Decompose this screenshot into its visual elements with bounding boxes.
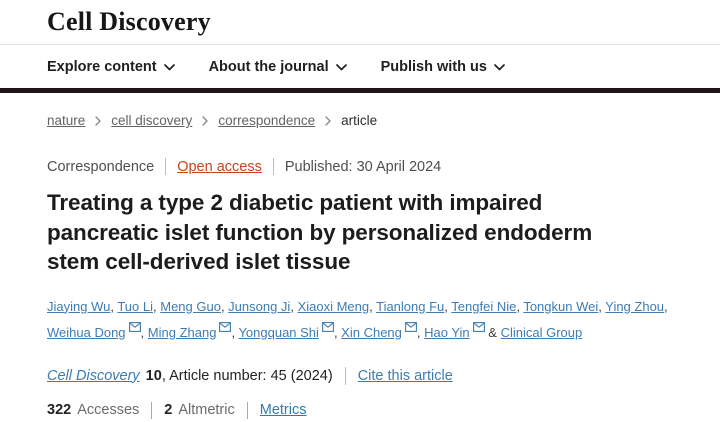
divider [344, 366, 346, 385]
email-icon[interactable] [219, 320, 232, 335]
cite-this-article-link[interactable]: Cite this article [357, 367, 453, 384]
author-link[interactable]: Junsong Ji [228, 298, 291, 314]
nav-explore-content[interactable]: Explore content [47, 59, 175, 75]
group-author-link[interactable]: Clinical Group [500, 324, 583, 340]
chevron-down-icon [335, 64, 347, 71]
author-link[interactable]: Tongkun Wei [523, 298, 599, 314]
nav-item-label: Publish with us [380, 58, 487, 75]
citation-row: Cell Discovery 10 , Article number: 45 (… [47, 366, 680, 385]
author-link[interactable]: Xin Cheng [341, 324, 402, 340]
volume-number: 10 [145, 367, 162, 384]
accesses-label: Accesses [77, 402, 140, 418]
site-header: Cell Discovery [0, 0, 720, 45]
authors-list: Jiaying Wu, Tuo Li, Meng Guo, Junsong Ji… [47, 298, 668, 340]
breadcrumb-cell-discovery[interactable]: cell discovery [111, 113, 193, 128]
chevron-right-icon [95, 116, 101, 126]
email-icon[interactable] [472, 320, 485, 335]
divider [272, 158, 274, 175]
divider [246, 401, 248, 419]
altmetric-count: 2 [164, 402, 173, 418]
author-link[interactable]: Tengfei Nie [451, 298, 517, 314]
breadcrumb: nature cell discovery correspondence art… [47, 113, 720, 128]
accesses-count: 322 [47, 402, 72, 418]
altmetric-label: Altmetric [178, 402, 235, 418]
author-link[interactable]: Ming Zhang [147, 324, 217, 340]
article-head: Correspondence Open access Published: 30… [0, 158, 720, 419]
author-link[interactable]: Tuo Li [117, 298, 153, 314]
published-date: Published: 30 April 2024 [284, 158, 442, 175]
article-meta-row: Correspondence Open access Published: 30… [47, 158, 680, 175]
author-link[interactable]: Jiaying Wu [47, 298, 111, 314]
email-icon[interactable] [321, 320, 334, 335]
nav-publish-with-us[interactable]: Publish with us [381, 59, 505, 75]
author-link[interactable]: Ying Zhou [605, 298, 665, 314]
nav-item-label: About the journal [208, 58, 329, 75]
open-access-link[interactable]: Open access [177, 158, 262, 175]
article-number-text: , Article number: 45 (2024) [161, 367, 333, 384]
metrics-link[interactable]: Metrics [259, 402, 307, 418]
author-link[interactable]: Meng Guo [160, 298, 221, 314]
author-link[interactable]: Yongquan Shi [238, 324, 319, 340]
chevron-down-icon [163, 64, 175, 71]
author-link[interactable]: Xiaoxi Meng [297, 298, 370, 314]
chevron-down-icon [494, 64, 505, 71]
nav-about-the-journal[interactable]: About the journal [209, 59, 347, 75]
journal-logo[interactable]: Cell Discovery [47, 7, 211, 36]
email-icon[interactable] [128, 320, 141, 335]
breadcrumb-article: article [341, 113, 378, 128]
metrics-row: 322 Accesses 2 Altmetric Metrics [47, 401, 680, 419]
chevron-right-icon [325, 116, 331, 126]
nav-item-label: Explore content [47, 58, 157, 75]
divider [165, 158, 167, 175]
email-icon[interactable] [404, 320, 417, 335]
author-link[interactable]: Hao Yin [424, 324, 470, 340]
divider [151, 401, 153, 419]
author-link[interactable]: Tianlong Fu [376, 298, 445, 314]
main-nav: Explore content About the journal Publis… [0, 45, 720, 93]
breadcrumb-correspondence[interactable]: correspondence [218, 113, 316, 128]
article-type-label: Correspondence [47, 158, 155, 175]
author-link[interactable]: Weihua Dong [47, 324, 126, 340]
chevron-right-icon [202, 116, 209, 126]
journal-link[interactable]: Cell Discovery [47, 367, 140, 384]
article-title: Treating a type 2 diabetic patient with … [47, 190, 593, 274]
breadcrumb-nature[interactable]: nature [47, 113, 86, 128]
